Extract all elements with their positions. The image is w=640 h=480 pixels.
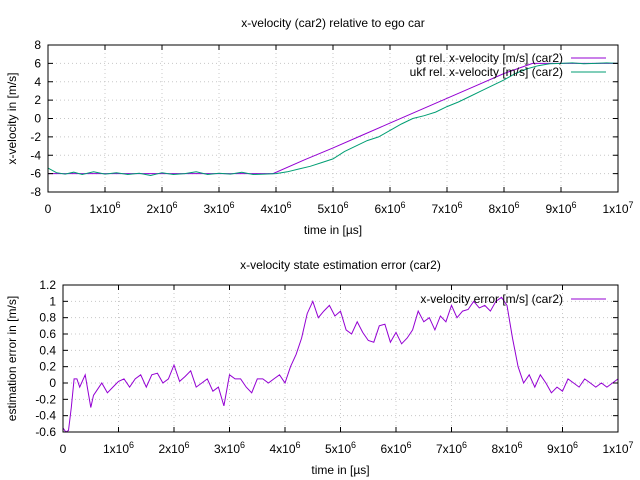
y-tick-label: -8 (30, 185, 41, 199)
y-tick-label: 6 (34, 56, 41, 70)
legend-label: x-velocity error [m/s] (car2) (420, 292, 563, 306)
chart-title: x-velocity state estimation error (car2) (240, 258, 441, 272)
x-tick-exponent: 6 (462, 440, 467, 450)
x-tick-label: 2x106 (158, 440, 189, 456)
x-tick-exponent: 6 (116, 200, 121, 210)
x-tick-base: 3x10 (214, 442, 240, 456)
x-tick-exponent: 6 (240, 440, 245, 450)
x-tick-label: 6x106 (380, 440, 411, 456)
x-tick-base: 9x10 (547, 442, 573, 456)
y-tick-label: 8 (34, 38, 41, 52)
y-tick-label: -4 (30, 148, 41, 162)
x-tick-base: 4x10 (269, 442, 295, 456)
y-tick-label: 0 (34, 112, 41, 126)
y-tick-label: 1.2 (39, 278, 56, 292)
x-tick-exponent: 6 (185, 440, 190, 450)
x-tick-base: 6x10 (380, 442, 406, 456)
x-tick-exponent: 6 (129, 440, 134, 450)
x-tick-exponent: 6 (173, 200, 178, 210)
y-tick-label: 0.2 (39, 360, 56, 374)
x-tick-base: 2x10 (146, 202, 172, 216)
x-tick-exponent: 6 (515, 200, 520, 210)
x-tick-label: 3x106 (203, 200, 234, 216)
x-tick-base: 8x10 (488, 202, 514, 216)
x-tick-label: 0 (60, 442, 67, 456)
x-tick-label: 1x106 (103, 440, 134, 456)
x-tick-base: 2x10 (158, 442, 184, 456)
x-tick-exponent: 6 (407, 440, 412, 450)
x-tick-exponent: 6 (401, 200, 406, 210)
x-tick-label: 2x106 (146, 200, 177, 216)
x-axis-label: time in [µs] (304, 223, 362, 237)
x-tick-base: 1x10 (602, 202, 628, 216)
x-tick-base: 1x10 (103, 442, 129, 456)
y-tick-label: 1 (49, 294, 56, 308)
y-tick-label: -2 (30, 130, 41, 144)
x-tick-exponent: 6 (296, 440, 301, 450)
y-tick-label: -0.6 (35, 425, 56, 439)
x-tick-exponent: 6 (458, 200, 463, 210)
x-tick-label: 1x106 (89, 200, 120, 216)
x-tick-base: 1x10 (89, 202, 115, 216)
x-tick-label: 9x106 (547, 440, 578, 456)
x-tick-label: 4x106 (260, 200, 291, 216)
y-tick-label: 4 (34, 75, 41, 89)
x-tick-base: 6x10 (374, 202, 400, 216)
x-tick-label: 1x107 (602, 440, 633, 456)
x-tick-exponent: 6 (573, 440, 578, 450)
series-line (62, 296, 619, 433)
x-tick-base: 1x10 (602, 442, 628, 456)
x-tick-exponent: 6 (572, 200, 577, 210)
x-tick-label: 5x106 (317, 200, 348, 216)
x-tick-label: 6x106 (374, 200, 405, 216)
x-tick-label: 8x106 (488, 200, 519, 216)
x-tick-base: 0 (45, 202, 52, 216)
y-axis-label: x-velocity in [m/s] (5, 72, 19, 164)
x-tick-exponent: 6 (518, 440, 523, 450)
x-tick-label: 0 (45, 202, 52, 216)
x-tick-label: 1x107 (602, 200, 633, 216)
y-tick-label: 0.8 (39, 311, 56, 325)
x-tick-label: 3x106 (214, 440, 245, 456)
x-tick-label: 7x106 (431, 200, 462, 216)
x-tick-label: 4x106 (269, 440, 300, 456)
x-tick-base: 5x10 (317, 202, 343, 216)
y-tick-label: -0.2 (35, 392, 56, 406)
x-tick-exponent: 6 (351, 440, 356, 450)
x-tick-base: 9x10 (545, 202, 571, 216)
y-tick-label: -6 (30, 167, 41, 181)
x-tick-exponent: 6 (287, 200, 292, 210)
series-line (47, 62, 619, 177)
x-tick-label: 8x106 (491, 440, 522, 456)
x-axis-label: time in [µs] (311, 463, 369, 477)
x-tick-exponent: 6 (230, 200, 235, 210)
x-tick-exponent: 6 (344, 200, 349, 210)
y-tick-label: 0.4 (39, 343, 56, 357)
y-tick-label: -0.4 (35, 409, 56, 423)
y-tick-label: 0 (49, 376, 56, 390)
x-tick-base: 3x10 (203, 202, 229, 216)
legend-label: gt rel. x-velocity [m/s] (car2) (416, 51, 563, 65)
x-tick-base: 4x10 (260, 202, 286, 216)
x-tick-base: 7x10 (431, 202, 457, 216)
y-axis-label: estimation error in [m/s] (5, 296, 19, 421)
legend-label: ukf rel. x-velocity [m/s] (car2) (410, 65, 563, 79)
y-tick-label: 0.6 (39, 327, 56, 341)
x-tick-exponent: 7 (629, 440, 634, 450)
x-tick-base: 8x10 (491, 442, 517, 456)
x-tick-label: 5x106 (325, 440, 356, 456)
x-tick-label: 7x106 (436, 440, 467, 456)
x-tick-base: 0 (60, 442, 67, 456)
x-tick-exponent: 7 (629, 200, 634, 210)
x-tick-base: 7x10 (436, 442, 462, 456)
x-tick-base: 5x10 (325, 442, 351, 456)
chart-title: x-velocity (car2) relative to ego car (241, 16, 424, 30)
y-tick-label: 2 (34, 93, 41, 107)
x-tick-label: 9x106 (545, 200, 576, 216)
